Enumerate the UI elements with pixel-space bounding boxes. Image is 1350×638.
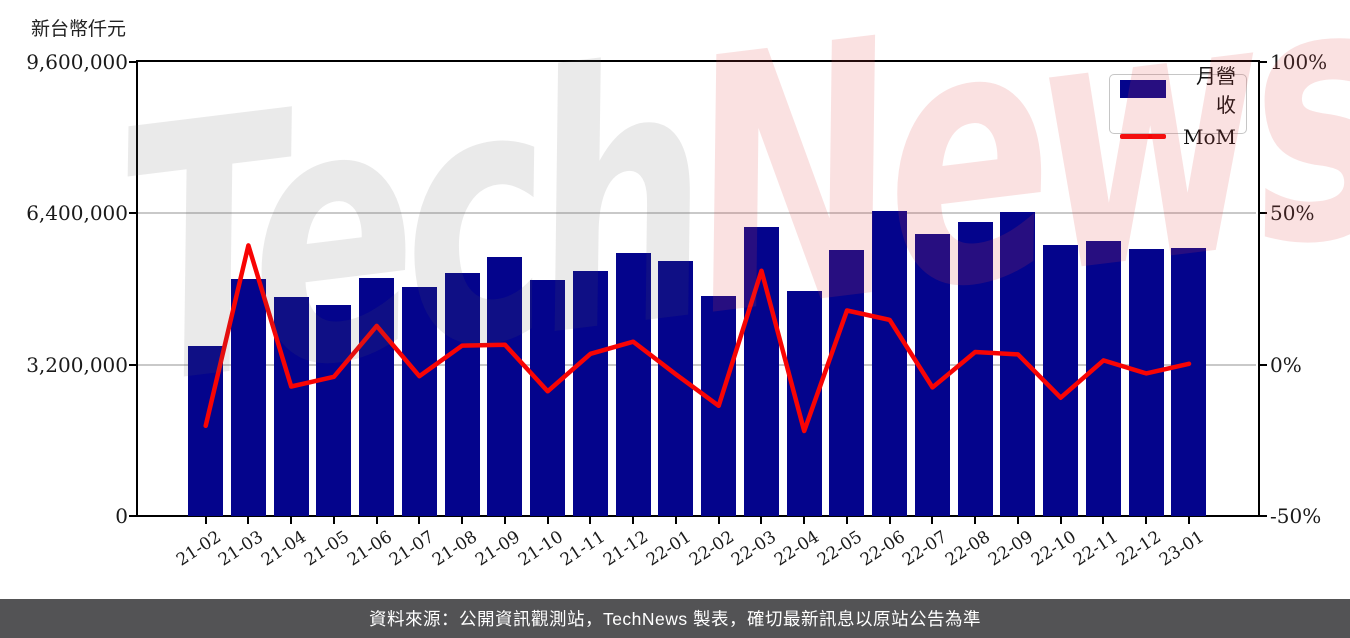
y-axis-tick <box>129 61 137 63</box>
x-axis-tick-label: 22-11 <box>1070 527 1123 571</box>
right-axis-tick <box>1259 515 1267 517</box>
x-axis-tick <box>332 517 335 524</box>
legend-item-mom: MoM <box>1120 125 1236 149</box>
revenue-bar <box>359 278 395 516</box>
x-axis-tick <box>632 517 635 524</box>
x-axis-tick <box>546 517 549 524</box>
legend-item-revenue: 月營收 <box>1120 60 1236 118</box>
y-axis-tick <box>129 515 137 517</box>
x-axis-tick-label: 21-09 <box>471 527 524 571</box>
h-gridline <box>138 212 1256 215</box>
revenue-bar <box>1043 245 1079 516</box>
right-axis-tick-label: 50% <box>1270 201 1315 226</box>
x-axis-tick-label: 22-10 <box>1027 527 1080 571</box>
right-axis-tick <box>1259 61 1267 63</box>
x-axis-tick-label: 22-03 <box>728 527 781 571</box>
right-axis-tick-label: 100% <box>1270 50 1328 74</box>
x-axis-tick <box>461 517 464 524</box>
legend-label-mom: MoM <box>1183 124 1236 149</box>
mom-line <box>203 243 1192 434</box>
x-axis-tick <box>1145 517 1148 524</box>
right-axis-tick-label: -50% <box>1270 504 1322 528</box>
x-axis-tick <box>290 517 293 524</box>
y-axis-tick <box>129 212 137 215</box>
x-axis-tick <box>204 517 207 524</box>
revenue-bar <box>1171 248 1207 516</box>
x-axis-tick <box>1187 517 1190 524</box>
revenue-bar <box>872 210 908 516</box>
revenue-bar <box>615 252 651 516</box>
x-axis-tick-label: 22-05 <box>813 527 866 571</box>
revenue-bar <box>487 256 523 516</box>
revenue-bar <box>957 221 993 516</box>
x-axis-tick <box>931 517 934 524</box>
line-swatch-icon <box>1120 134 1166 139</box>
x-axis-tick-label: 21-05 <box>300 527 353 571</box>
right-axis-tick <box>1259 212 1267 215</box>
source-caption-text: 資料來源：公開資訊觀測站，TechNews 製表，確切最新訊息以原站公告為準 <box>368 609 982 629</box>
y-axis-tick-label: 0 <box>115 504 128 528</box>
x-axis-tick-label: 22-01 <box>642 527 695 571</box>
left-axis-unit-label: 新台幣仟元 <box>31 18 127 40</box>
revenue-bar <box>1085 241 1121 516</box>
x-axis-tick <box>1102 517 1105 524</box>
legend: 月營收 MoM <box>1109 64 1247 149</box>
x-axis-tick-label: 21-08 <box>429 527 482 571</box>
x-axis-tick <box>845 517 848 524</box>
x-axis-tick <box>1059 517 1062 524</box>
x-axis-tick <box>589 517 592 524</box>
bar-swatch-icon <box>1120 79 1166 98</box>
revenue-bar <box>1128 249 1164 516</box>
revenue-bar <box>658 261 694 516</box>
x-axis-tick-label: 22-08 <box>942 527 995 571</box>
y-axis-tick-label: 6,400,000 <box>26 201 128 226</box>
revenue-bar <box>829 250 865 516</box>
x-axis-tick <box>1016 517 1019 524</box>
revenue-bar <box>530 279 566 516</box>
revenue-bar <box>230 279 266 516</box>
legend-label-revenue: 月營收 <box>1196 63 1236 117</box>
y-axis-tick-label: 3,200,000 <box>26 352 128 377</box>
revenue-bar <box>273 296 309 516</box>
revenue-bar <box>572 271 608 516</box>
x-axis-tick <box>974 517 977 524</box>
x-axis-tick-label: 22-09 <box>984 527 1037 571</box>
revenue-bar <box>401 287 437 516</box>
x-axis-tick-label: 22-04 <box>771 527 824 571</box>
x-axis-tick <box>674 517 677 524</box>
x-axis-tick-label: 21-04 <box>258 527 311 571</box>
x-axis-tick-label: 22-02 <box>685 527 738 571</box>
x-axis-tick <box>760 517 763 524</box>
x-axis-tick-label: 21-07 <box>386 527 439 571</box>
revenue-bar <box>444 272 480 516</box>
x-axis-tick-label: 23-01 <box>1155 527 1208 571</box>
x-axis-tick <box>888 517 891 524</box>
x-axis-tick-label: 21-06 <box>343 527 396 571</box>
right-axis-tick <box>1259 363 1267 366</box>
x-axis-tick-label: 22-07 <box>899 527 952 571</box>
x-axis-tick <box>418 517 421 524</box>
x-axis-tick-label: 21-12 <box>600 527 653 571</box>
x-axis-tick-label: 22-06 <box>856 527 909 571</box>
x-axis-tick-label: 21-03 <box>215 527 268 571</box>
right-axis-tick-label: 0% <box>1270 352 1302 377</box>
h-gridline <box>138 363 1256 366</box>
x-axis-tick-label: 22-12 <box>1113 527 1166 571</box>
x-axis-tick <box>803 517 806 524</box>
mom-line-chart <box>203 243 1192 434</box>
x-axis-tick-label: 21-02 <box>172 527 225 571</box>
x-axis-tick <box>503 517 506 524</box>
y-axis-tick <box>129 363 137 366</box>
source-caption-bar: 資料來源：公開資訊觀測站，TechNews 製表，確切最新訊息以原站公告為準 <box>0 599 1350 638</box>
x-axis-tick <box>717 517 720 524</box>
revenue-bar <box>316 305 352 516</box>
x-axis-tick <box>247 517 250 524</box>
y-axis-tick-label: 9,600,000 <box>26 50 128 74</box>
x-axis-tick <box>375 517 378 524</box>
x-axis-tick-label: 21-10 <box>514 527 567 571</box>
x-axis-tick-label: 21-11 <box>557 527 610 571</box>
